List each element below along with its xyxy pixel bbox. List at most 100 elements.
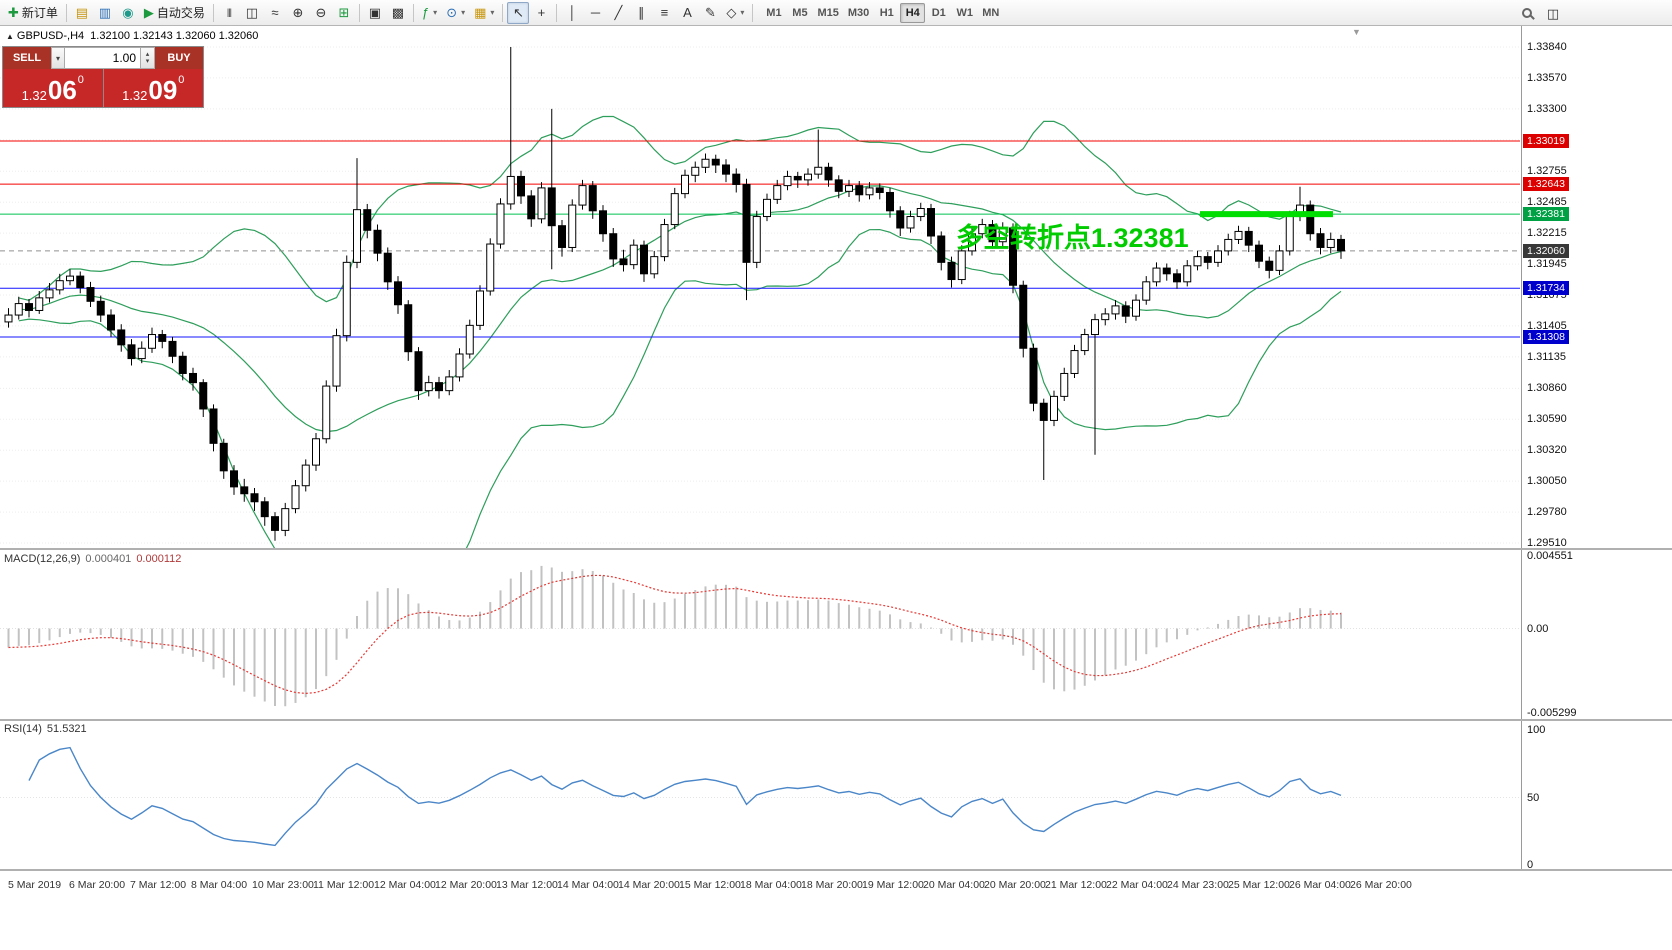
timeframe-M5[interactable]: M5: [792, 6, 808, 19]
candle-body: [414, 351, 423, 392]
candle-body: [670, 193, 679, 226]
shapes-icon: ◇: [726, 5, 737, 20]
candle-body: [1050, 395, 1058, 421]
timeframe-H4[interactable]: H4: [900, 2, 926, 23]
panel-splitter[interactable]: [0, 719, 1672, 721]
candle-body: [1039, 402, 1048, 421]
new-order-button[interactable]: ✚ 新订单: [4, 2, 62, 24]
collapse-arrow-icon[interactable]: ▲: [6, 32, 14, 41]
profiles-button[interactable]: ▤: [71, 2, 93, 24]
rsi-indicator-panel[interactable]: [0, 721, 1520, 869]
candle-body: [14, 303, 23, 316]
timeframe-M1[interactable]: M1: [766, 6, 782, 19]
candle-body: [168, 340, 177, 357]
spinner-down-icon[interactable]: ▾: [145, 58, 150, 65]
pivot-annotation-text[interactable]: 多空转折点1.32381: [956, 223, 1189, 253]
bollinger-upper-band: [18, 115, 1342, 303]
zoom-out-button[interactable]: ⊖: [310, 2, 332, 24]
buy-button[interactable]: BUY: [155, 47, 203, 69]
timeframe-M15[interactable]: M15: [817, 6, 839, 19]
timeframe-W1[interactable]: W1: [956, 6, 974, 19]
candle-body: [465, 324, 474, 355]
candle-body: [353, 209, 361, 263]
pivot-highlight-segment[interactable]: [1200, 211, 1333, 218]
autotrading-icon: ▶: [143, 5, 154, 20]
time-label: 7 Mar 12:00: [130, 879, 187, 891]
autotrading-button[interactable]: ▶ 自动交易: [140, 2, 209, 24]
zoom-in-button[interactable]: ⊕: [287, 2, 309, 24]
text-label-button[interactable]: ✎: [699, 2, 721, 24]
spinner-up-icon[interactable]: ▴: [145, 51, 150, 58]
candle-body: [291, 485, 300, 510]
text-label-icon: ✎: [704, 5, 716, 20]
candle-body: [660, 224, 669, 258]
metaeditor-button[interactable]: ▥: [94, 2, 116, 24]
candle-body: [937, 235, 946, 263]
vertical-line-button[interactable]: │: [561, 2, 583, 24]
autotrading-label: 自动交易: [156, 6, 205, 20]
new-chart-button[interactable]: ◫: [1542, 2, 1564, 24]
macd-indicator-panel[interactable]: [0, 551, 1520, 719]
shapes-button[interactable]: ◇ ▾: [722, 2, 748, 24]
time-label: 13 Mar 12:00: [496, 879, 558, 891]
cascade-windows-button[interactable]: ▩: [387, 2, 409, 24]
order-type-dropdown[interactable]: ▾: [51, 47, 65, 69]
candle-body: [916, 208, 925, 218]
candle-body: [1029, 347, 1038, 404]
panel-splitter[interactable]: [0, 869, 1672, 871]
buy-price-button[interactable]: 1.32 09 0: [103, 69, 203, 107]
macd-scale-zero: 0.00: [1527, 622, 1549, 635]
candle-body: [1265, 260, 1274, 271]
timeframe-D1[interactable]: D1: [931, 6, 946, 19]
time-label: 25 Mar 12:00: [1228, 879, 1290, 891]
timeframe-H1[interactable]: H1: [879, 6, 894, 19]
timeframe-M30[interactable]: M30: [847, 6, 870, 19]
indicators-button[interactable]: ƒ ▾: [418, 2, 441, 24]
sell-button[interactable]: SELL: [3, 47, 51, 69]
text-button[interactable]: A: [676, 2, 698, 24]
rsi-scale-50: 50: [1527, 791, 1540, 804]
fibonacci-button[interactable]: ≡: [653, 2, 675, 24]
candle-body: [445, 376, 454, 392]
timeframe-MN[interactable]: MN: [982, 6, 1000, 19]
candle-body: [107, 314, 115, 331]
time-label: 12 Mar 04:00: [374, 879, 436, 891]
panel-splitter[interactable]: [0, 548, 1672, 550]
volume-spinner[interactable]: ▴ ▾: [141, 47, 155, 69]
market-button[interactable]: ◉: [117, 2, 139, 24]
price-tick: 1.32485: [1527, 196, 1567, 209]
horizontal-line-button[interactable]: ─: [584, 2, 606, 24]
rsi-line: [28, 746, 1342, 847]
price-scale[interactable]: 1.338401.335701.333001.330301.327551.324…: [1521, 26, 1672, 871]
sell-price-frac: 06: [47, 75, 77, 105]
trendline-button[interactable]: ╱: [607, 2, 629, 24]
main-chart-panel[interactable]: [0, 26, 1520, 548]
candle-body: [66, 275, 74, 282]
candle-body: [1111, 305, 1120, 315]
volume-input[interactable]: [65, 47, 141, 69]
candle-body: [845, 185, 853, 192]
bar-chart-button[interactable]: |||: [218, 2, 240, 24]
grid-button[interactable]: ⊞: [333, 2, 355, 24]
cursor-button[interactable]: ↖: [507, 1, 530, 24]
crosshair-button[interactable]: +: [530, 2, 552, 24]
vertical-line-icon: │: [568, 5, 577, 20]
candle-body: [527, 195, 536, 220]
candle-body: [1060, 372, 1069, 397]
search-button[interactable]: [1516, 2, 1538, 24]
channel-button[interactable]: ∥: [630, 2, 652, 24]
templates-button[interactable]: ▦ ▾: [470, 2, 498, 24]
chart-shift-icon[interactable]: ▼: [1352, 27, 1361, 37]
sell-price-button[interactable]: 1.32 06 0: [3, 69, 103, 107]
candlestick-chart-button[interactable]: ◫: [241, 2, 263, 24]
line-chart-button[interactable]: ≈: [264, 2, 286, 24]
candle-body: [35, 297, 44, 311]
time-axis[interactable]: 5 Mar 2019 6 Mar 20:00 7 Mar 12:00 8 Mar 04…: [0, 871, 1672, 950]
candle-body: [752, 216, 761, 263]
rsi-scale-0: 0: [1527, 859, 1534, 871]
price-label-1.31734: 1.31734: [1523, 281, 1569, 296]
candle-body: [629, 244, 638, 266]
chevron-down-icon: ▾: [461, 8, 466, 17]
tile-windows-button[interactable]: ▣: [364, 2, 386, 24]
periods-button[interactable]: ⊙ ▾: [442, 2, 469, 24]
